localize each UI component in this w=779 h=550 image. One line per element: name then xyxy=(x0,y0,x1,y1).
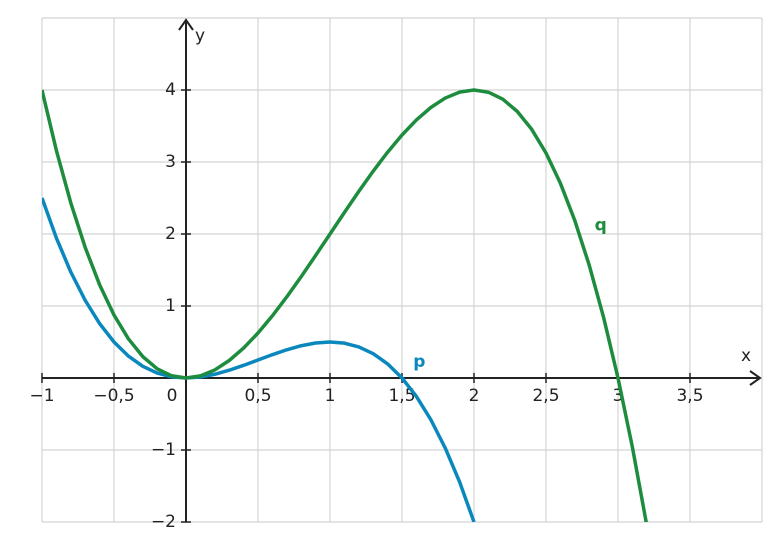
x-tick-label: 0,5 xyxy=(244,386,271,406)
axes: x y −1 −0,5 0 0,5 1 1,5 2 2,5 3 3,5 −2 −1 1 2 3 4 xyxy=(29,18,762,532)
x-tick-label: 1,5 xyxy=(388,386,415,406)
x-arrow xyxy=(749,370,762,386)
x-tick-label: 1 xyxy=(325,386,336,406)
labels: pq xyxy=(413,215,607,372)
x-tick-label: 2 xyxy=(469,386,480,406)
y-tick-label: −2 xyxy=(151,512,176,532)
y-tick-label: −1 xyxy=(151,440,176,460)
x-tick-label: 0 xyxy=(167,386,178,406)
curve xyxy=(42,197,476,522)
x-tick-label: 3 xyxy=(613,386,624,406)
x-tick-label: 3,5 xyxy=(676,386,703,406)
y-tick-label: 1 xyxy=(165,296,176,316)
curve xyxy=(42,88,648,522)
curve-label: p xyxy=(413,352,425,372)
x-tick-label: −1 xyxy=(29,386,54,406)
curve-label: q xyxy=(595,215,607,235)
y-tick-label: 2 xyxy=(165,224,176,244)
y-tick-label: 3 xyxy=(165,152,176,172)
grid xyxy=(41,17,763,523)
x-tick-label: −0,5 xyxy=(93,386,134,406)
y-axis-label: y xyxy=(195,26,205,46)
x-axis-label: x xyxy=(741,346,751,366)
x-tick-label: 2,5 xyxy=(532,386,559,406)
y-tick-label: 4 xyxy=(165,80,176,100)
y-arrow xyxy=(178,18,194,31)
curves xyxy=(42,88,648,522)
